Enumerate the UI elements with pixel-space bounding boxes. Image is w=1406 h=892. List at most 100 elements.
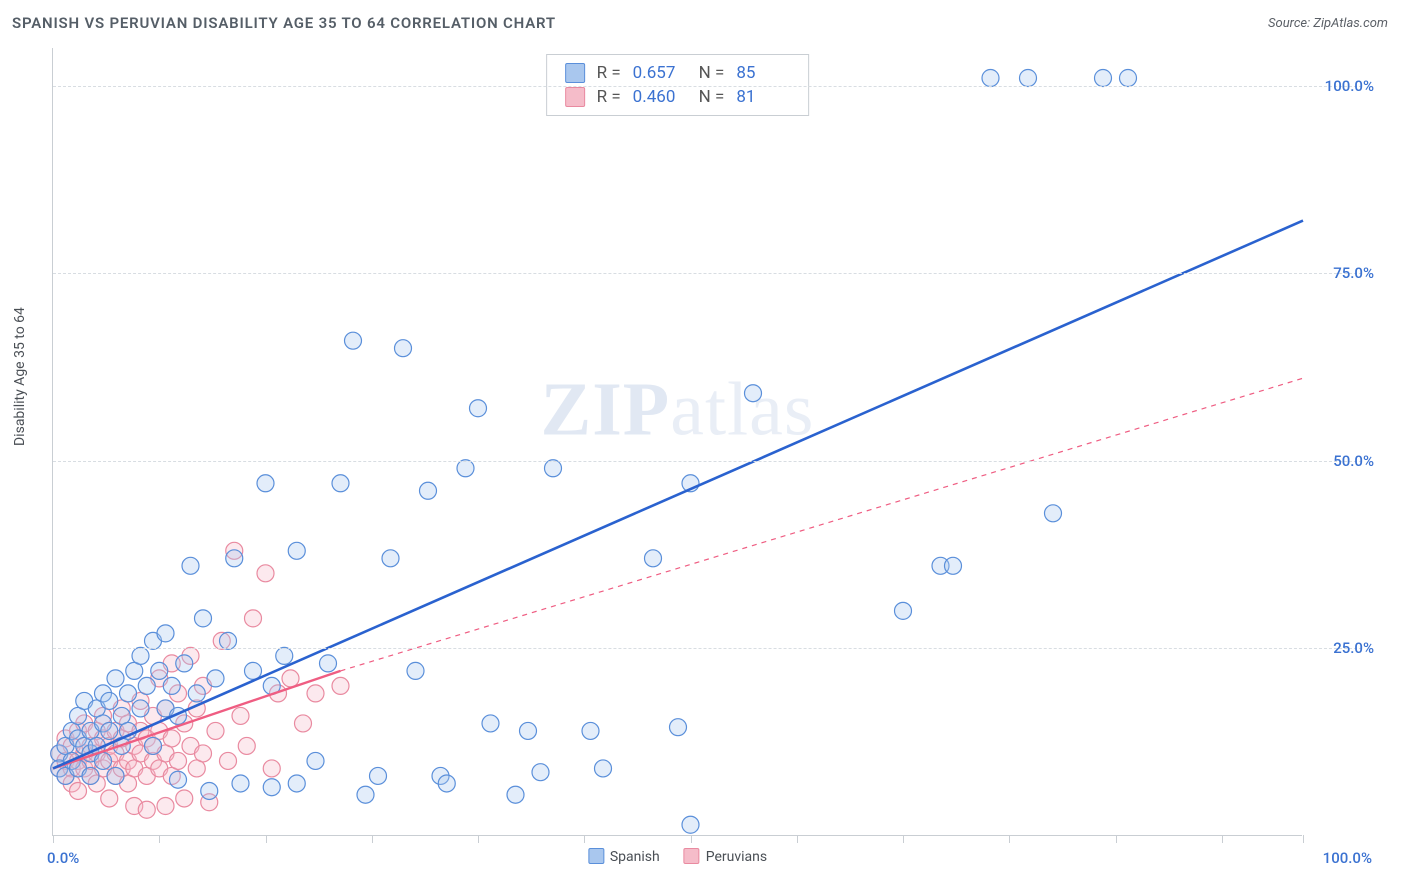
y-tick-label: 75.0% (1310, 264, 1374, 282)
data-point (545, 460, 562, 477)
data-point (345, 332, 362, 349)
data-point (1045, 505, 1062, 522)
data-point (945, 557, 962, 574)
legend-swatch (684, 848, 700, 864)
x-tick (53, 835, 54, 843)
data-point (332, 475, 349, 492)
x-axis-min-label: 0.0% (47, 849, 79, 867)
data-point (895, 602, 912, 619)
legend-swatch (588, 848, 604, 864)
data-point (176, 790, 193, 807)
corr-n-value: 85 (736, 63, 790, 83)
data-point (595, 760, 612, 777)
data-point (82, 767, 99, 784)
data-point (370, 767, 387, 784)
data-point (151, 662, 168, 679)
data-point (145, 737, 162, 754)
data-point (457, 460, 474, 477)
data-point (263, 779, 280, 796)
legend-item: Spanish (588, 848, 660, 865)
corr-r-value: 0.460 (633, 87, 687, 107)
data-point (220, 632, 237, 649)
x-tick (372, 835, 373, 843)
data-point (682, 816, 699, 833)
data-point (238, 737, 255, 754)
data-point (132, 700, 149, 717)
x-tick (1116, 835, 1117, 843)
data-point (382, 550, 399, 567)
x-axis-max-label: 100.0% (1323, 849, 1372, 867)
data-point (101, 722, 118, 739)
x-tick (1303, 835, 1304, 843)
data-point (507, 786, 524, 803)
data-point (307, 685, 324, 702)
x-tick (584, 835, 585, 843)
data-point (407, 662, 424, 679)
data-point (182, 557, 199, 574)
data-point (157, 797, 174, 814)
x-tick (797, 835, 798, 843)
data-point (482, 715, 499, 732)
corr-r-key: R = (597, 87, 621, 107)
x-tick (691, 835, 692, 843)
legend-label: Peruvians (706, 849, 767, 865)
data-point (101, 790, 118, 807)
data-point (282, 670, 299, 687)
data-point (276, 647, 293, 664)
data-point (220, 752, 237, 769)
data-point (645, 550, 662, 567)
data-point (138, 801, 155, 818)
data-point (232, 707, 249, 724)
legend: Spanish Peruvians (588, 848, 767, 865)
corr-n-value: 81 (736, 87, 790, 107)
data-point (438, 775, 455, 792)
data-point (1020, 70, 1037, 87)
data-point (207, 670, 224, 687)
y-tick-label: 25.0% (1310, 639, 1374, 657)
data-point (226, 550, 243, 567)
data-point (582, 722, 599, 739)
corr-n-key: N = (699, 87, 725, 107)
series-swatch (565, 63, 585, 83)
correlation-row: R = 0.460 N = 81 (565, 85, 791, 109)
data-point (163, 730, 180, 747)
x-tick (1009, 835, 1010, 843)
data-point (288, 542, 305, 559)
y-tick-label: 100.0% (1310, 77, 1374, 95)
data-point (307, 752, 324, 769)
data-point (257, 475, 274, 492)
data-point (520, 722, 537, 739)
data-point (470, 400, 487, 417)
data-point (176, 655, 193, 672)
corr-r-key: R = (597, 63, 621, 83)
data-point (163, 677, 180, 694)
data-point (1120, 70, 1137, 87)
gridline (53, 273, 1362, 274)
data-point (320, 655, 337, 672)
data-point (670, 719, 687, 736)
data-point (107, 767, 124, 784)
x-tick (159, 835, 160, 843)
data-point (120, 685, 137, 702)
data-point (395, 340, 412, 357)
data-point (157, 625, 174, 642)
series-swatch (565, 87, 585, 107)
data-point (188, 685, 205, 702)
data-point (232, 775, 249, 792)
data-point (195, 745, 212, 762)
data-point (107, 670, 124, 687)
corr-r-value: 0.657 (633, 63, 687, 83)
data-point (195, 610, 212, 627)
plot-svg (53, 48, 1303, 836)
source-label: Source: ZipAtlas.com (1268, 16, 1388, 31)
data-point (1095, 70, 1112, 87)
x-tick (478, 835, 479, 843)
gridline (53, 86, 1362, 87)
legend-label: Spanish (610, 849, 660, 865)
corr-n-key: N = (699, 63, 725, 83)
data-point (288, 775, 305, 792)
x-tick (903, 835, 904, 843)
y-tick-label: 50.0% (1310, 452, 1374, 470)
data-point (95, 752, 112, 769)
data-point (257, 565, 274, 582)
